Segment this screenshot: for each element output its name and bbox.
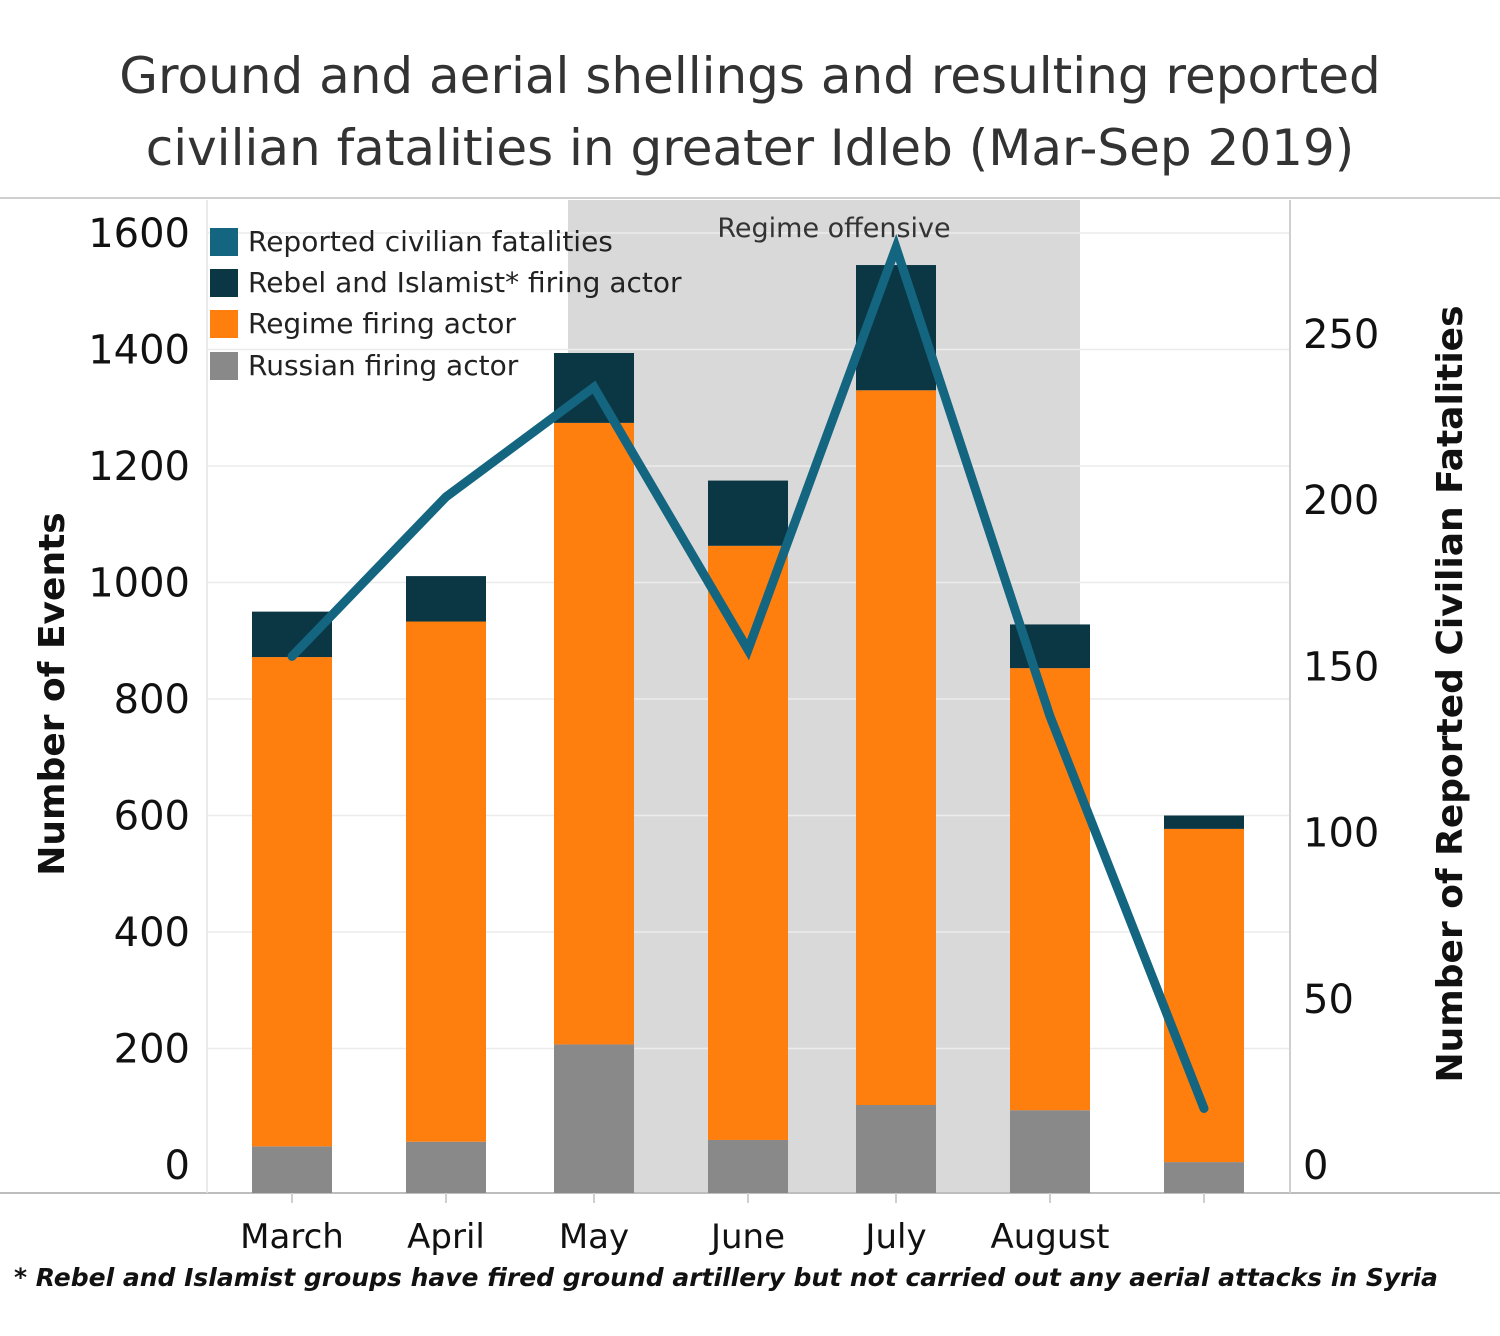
legend-item: Russian firing actor — [210, 349, 519, 382]
legend-item: Rebel and Islamist* firing actor — [210, 266, 682, 299]
legend-item: Reported civilian fatalities — [210, 225, 613, 258]
legend-swatch — [210, 269, 238, 297]
bar-segment — [856, 390, 936, 1106]
x-tick-label: April — [407, 1217, 485, 1257]
bar-segment — [1010, 668, 1090, 1111]
bar-segment — [708, 1139, 788, 1193]
bar-segment — [252, 1146, 332, 1193]
y2-tick-label: 50 — [1303, 977, 1354, 1023]
bar-segment — [406, 1141, 486, 1193]
x-tick-label: March — [240, 1217, 344, 1257]
y2-tick-label: 150 — [1303, 644, 1379, 690]
annotation-label: Regime offensive — [717, 213, 950, 244]
x-tick-label: August — [991, 1217, 1110, 1257]
bar-segment — [406, 576, 486, 622]
legend-label: Russian firing actor — [248, 349, 519, 382]
x-tick-label: July — [863, 1217, 926, 1257]
bar-segment — [1164, 815, 1244, 829]
legend-label: Regime firing actor — [248, 307, 516, 340]
legend-item: Regime firing actor — [210, 307, 516, 340]
bar-segment — [856, 1105, 936, 1193]
legend-swatch — [210, 310, 238, 338]
bar-segment — [708, 545, 788, 1140]
y-tick-label: 0 — [165, 1143, 190, 1189]
x-tick-label: June — [709, 1217, 785, 1257]
y2-axis-title: Number of Reported Civilian Fatalities — [1430, 305, 1471, 1082]
legend-label: Reported civilian fatalities — [248, 225, 613, 258]
y-tick-label: 1400 — [88, 328, 190, 374]
y-tick-label: 1200 — [88, 444, 190, 490]
bar-segment — [708, 480, 788, 546]
x-tick-label: May — [559, 1217, 629, 1257]
legend-swatch — [210, 228, 238, 256]
y2-tick-label: 100 — [1303, 811, 1379, 857]
bar-segment — [554, 422, 634, 1045]
bar-segment — [1164, 1162, 1244, 1193]
y2-tick-label: 200 — [1303, 478, 1379, 524]
bar-segment — [406, 621, 486, 1142]
y-tick-label: 600 — [114, 794, 190, 840]
chart-footnote: * Rebel and Islamist groups have fired g… — [14, 1263, 1438, 1292]
y2-tick-label: 250 — [1303, 312, 1379, 358]
chart-title: Ground and aerial shellings and resultin… — [0, 40, 1500, 184]
legend-label: Rebel and Islamist* firing actor — [248, 266, 682, 299]
y2-tick-label: 0 — [1303, 1143, 1328, 1189]
y-tick-label: 800 — [114, 677, 190, 723]
offensive-shade — [568, 200, 1080, 1193]
y-tick-label: 1000 — [88, 561, 190, 607]
y-tick-label: 400 — [114, 910, 190, 956]
y-tick-label: 1600 — [88, 211, 190, 257]
chart-title-line-1: Ground and aerial shellings and resultin… — [119, 47, 1381, 105]
bar-segment — [252, 657, 332, 1147]
y-axis-title: Number of Events — [32, 512, 73, 875]
chart-title-line-2: civilian fatalities in greater Idleb (Ma… — [145, 119, 1355, 177]
bar-segment — [1010, 1110, 1090, 1193]
bar-segment — [554, 1044, 634, 1193]
y-tick-label: 200 — [114, 1027, 190, 1073]
legend-swatch — [210, 352, 238, 380]
legend: Reported civilian fatalities Rebel and Is… — [210, 225, 682, 382]
